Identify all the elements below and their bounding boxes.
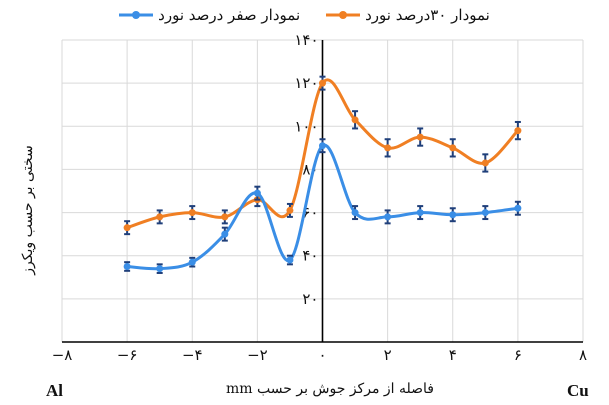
x-tick-label: −۸ [52, 346, 73, 364]
data-point [352, 209, 359, 216]
y-axis-label: سختی بر حسب ویکرز [20, 130, 36, 290]
data-point [352, 116, 359, 123]
x-tick-label: −۶ [117, 346, 138, 364]
data-point [189, 259, 196, 266]
y-tick-label: ۱۰۰ [294, 117, 318, 135]
legend-marker-blue-icon [119, 9, 153, 21]
x-axis-label: فاصله از مرکز جوش بر حسب mm [180, 381, 480, 397]
legend-label-30-percent: نمودار ۳۰درصد نورد [365, 6, 490, 24]
x-tick-label: ۴ [449, 346, 457, 364]
data-point [319, 142, 326, 149]
data-point [384, 144, 391, 151]
data-point [124, 263, 131, 270]
data-point [286, 257, 293, 264]
x-tick-label: ۰ [318, 346, 326, 364]
x-tick-label: −۲ [247, 346, 268, 364]
data-point [254, 190, 261, 197]
data-point [482, 209, 489, 216]
data-point [449, 144, 456, 151]
data-point [384, 213, 391, 220]
data-point [417, 209, 424, 216]
data-point [156, 265, 163, 272]
legend-item-0-percent: نمودار صفر درصد نورد [119, 6, 300, 24]
data-point [482, 159, 489, 166]
data-point [221, 231, 228, 238]
legend: نمودار ۳۰درصد نورد نمودار صفر درصد نورد [0, 6, 609, 24]
legend-marker-orange-icon [326, 9, 360, 21]
legend-item-30-percent: نمودار ۳۰درصد نورد [326, 6, 490, 24]
data-point [319, 80, 326, 87]
y-tick-label: ۴۰ [302, 247, 318, 265]
x-tick-label: ۶ [514, 346, 522, 364]
label-al: Al [46, 381, 63, 401]
data-point [156, 213, 163, 220]
y-tick-label: ۲۰ [302, 290, 318, 308]
x-tick-label: ۸ [579, 346, 587, 364]
data-point [124, 224, 131, 231]
y-tick-label: ۱۲۰ [294, 74, 318, 92]
legend-label-0-percent: نمودار صفر درصد نورد [158, 6, 300, 24]
y-tick-label: ۱۴۰ [294, 31, 318, 49]
data-point [514, 127, 521, 134]
label-cu: Cu [567, 381, 589, 401]
data-point [514, 205, 521, 212]
data-point [221, 213, 228, 220]
x-tick-label: −۴ [182, 346, 203, 364]
data-point [417, 134, 424, 141]
data-point [189, 209, 196, 216]
data-point [286, 207, 293, 214]
x-tick-label: ۲ [384, 346, 392, 364]
data-point [449, 211, 456, 218]
